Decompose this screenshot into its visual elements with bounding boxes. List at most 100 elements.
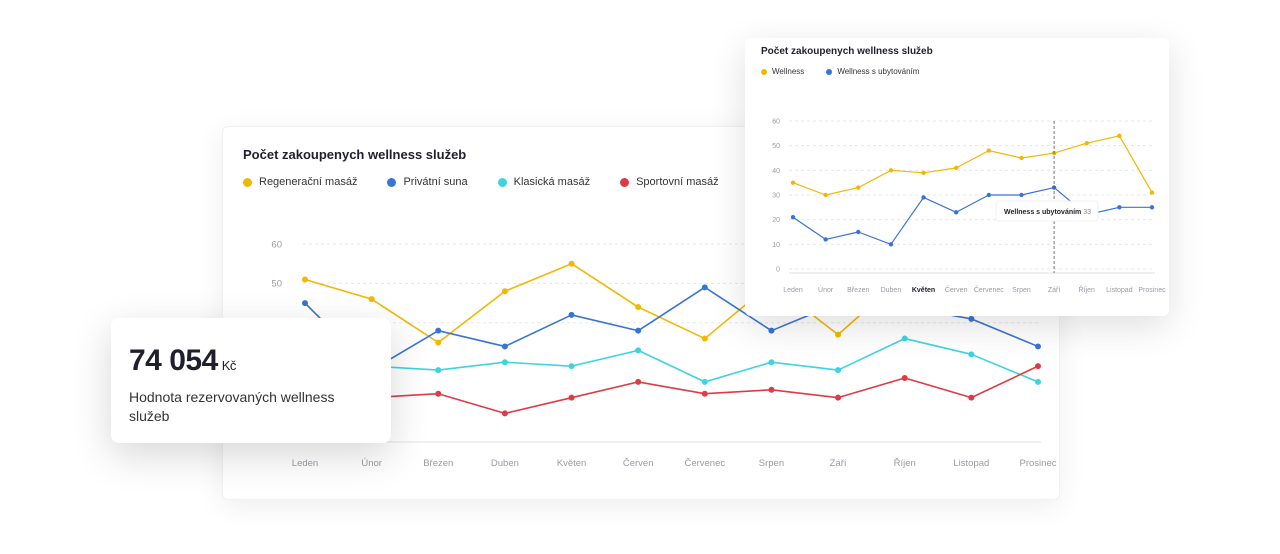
data-point [701, 335, 708, 342]
y-tick-label: 60 [772, 118, 780, 125]
data-point [501, 410, 508, 417]
data-point [302, 276, 308, 283]
legend-dot [826, 68, 833, 75]
main-chart-legend: Regenerační masáž Privátní suna Klasická… [243, 176, 749, 188]
data-point [501, 359, 508, 366]
value-amount: 74 054 [129, 344, 218, 377]
x-tick-label: Srpen [1012, 287, 1031, 294]
y-tick-label: 40 [772, 168, 780, 175]
x-tick-label: Srpen [759, 458, 784, 469]
data-point [435, 339, 442, 346]
data-point [635, 347, 642, 354]
data-point [1149, 190, 1155, 195]
x-tick-label: Říjen [1079, 285, 1095, 294]
legend-dot [620, 177, 630, 187]
data-point [635, 378, 642, 385]
data-point [635, 304, 642, 311]
legend-dot [497, 177, 507, 187]
legend-label: Wellness [772, 67, 805, 76]
legend-item-sportovni[interactable]: Sportovní masáž [620, 176, 719, 188]
legend-label: Regenerační masáž [259, 176, 358, 188]
data-point [1035, 363, 1041, 370]
data-point [823, 237, 828, 242]
x-tick-label: Červenec [974, 285, 1004, 294]
main-chart-title: Počet zakoupenych wellness služeb [243, 147, 467, 162]
data-point [768, 327, 775, 334]
data-point [835, 331, 842, 338]
y-tick-label: 0 [776, 266, 780, 273]
x-tick-label: Květen [912, 287, 935, 294]
x-tick-label: Říjen [894, 458, 916, 469]
data-point [568, 311, 575, 318]
data-point [701, 378, 708, 385]
legend-item-privatni[interactable]: Privátní suna [387, 176, 468, 188]
data-point [435, 367, 442, 374]
x-tick-label: Září [830, 458, 847, 469]
data-point [568, 363, 575, 370]
legend-label: Wellness s ubytováním [837, 67, 920, 76]
x-tick-label: Červenec [684, 458, 725, 469]
data-point [856, 185, 861, 190]
data-point [921, 170, 926, 175]
data-point [635, 327, 642, 334]
x-tick-label: Únor [361, 458, 382, 469]
legend-label: Klasická masáž [513, 176, 591, 188]
tooltip: Wellness s ubytováním 33 [995, 200, 1099, 222]
data-point [1117, 205, 1122, 210]
legend-dot [387, 177, 397, 187]
data-point [1084, 141, 1089, 146]
y-tick-label: 50 [772, 143, 780, 150]
x-tick-label: Červen [623, 458, 654, 469]
value-card: 74 054 Kč Hodnota rezervovaných wellness … [111, 318, 391, 443]
x-tick-label: Březen [847, 287, 869, 294]
data-point [968, 315, 975, 322]
data-point [835, 367, 842, 374]
legend-dot [761, 68, 767, 75]
series-line [792, 135, 1153, 196]
series-line [304, 322, 1039, 383]
data-point [823, 192, 828, 198]
data-point [368, 296, 375, 303]
x-tick-label: Listopad [1106, 287, 1133, 294]
data-point [501, 288, 508, 295]
data-point [888, 242, 894, 247]
side-chart-title: Počet zakoupenych wellness služeb [761, 46, 933, 57]
x-tick-label: Prosinec [1020, 458, 1057, 469]
series-line [304, 365, 1039, 415]
legend-item-wellness-ubytovani[interactable]: Wellness s ubytováním [826, 67, 919, 76]
x-tick-label: Květen [557, 458, 587, 469]
legend-label: Privátní suna [403, 176, 468, 188]
x-tick-label: Duben [881, 287, 902, 294]
data-point [1035, 378, 1041, 385]
data-point [1149, 205, 1155, 210]
data-point [1019, 192, 1024, 198]
data-point [790, 215, 796, 220]
legend-item-regeneracni[interactable]: Regenerační masáž [243, 176, 357, 188]
data-point [768, 386, 775, 393]
y-tick-label: 20 [772, 217, 780, 224]
data-point [1019, 155, 1024, 161]
data-point [701, 284, 708, 291]
data-point [968, 351, 975, 358]
x-tick-label: Duben [491, 458, 519, 469]
data-point [953, 210, 959, 215]
data-point [888, 168, 894, 173]
y-tick-label: 30 [772, 192, 780, 199]
data-point [901, 374, 908, 381]
y-tick-label: 50 [271, 279, 282, 290]
data-point [768, 359, 775, 366]
value-label: Hodnota rezervovaných wellness služeb [129, 389, 335, 424]
legend-label: Sportovní masáž [636, 176, 719, 188]
tooltip-text: Wellness s ubytováním 33 [1004, 209, 1091, 216]
x-tick-label: Únor [818, 285, 834, 294]
data-point [986, 192, 992, 198]
tooltip-box [995, 200, 1099, 222]
x-tick-label: Leden [783, 287, 803, 294]
legend-item-klasicka[interactable]: Klasická masáž [497, 176, 591, 188]
legend-item-wellness[interactable]: Wellness [761, 67, 804, 76]
data-point [901, 335, 908, 342]
x-tick-label: Listopad [953, 458, 989, 469]
side-line-chart: 0 10 20 30 40 50 60 Leden Únor Březen Duben Květen Č… [772, 118, 1166, 294]
data-point [568, 394, 575, 401]
data-point [986, 148, 992, 153]
